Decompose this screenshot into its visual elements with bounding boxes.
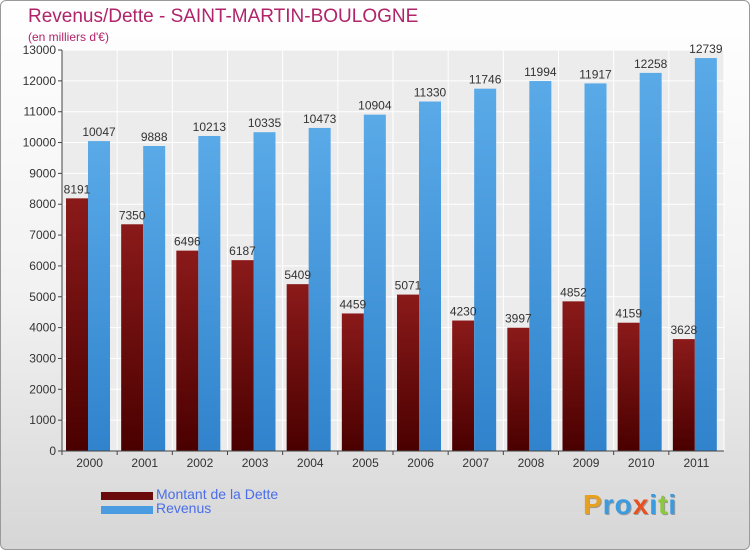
y-tick-label: 6000	[29, 259, 56, 273]
bar-dette	[341, 313, 364, 451]
logo-letter: r	[602, 489, 615, 520]
data-label: 9888	[141, 130, 168, 144]
y-tick-label: 3000	[29, 351, 56, 365]
data-labels: 8191 10047 7350 9888 6496 10213 6187 10335 5409 1…	[64, 42, 723, 337]
x-tick-label: 2007	[462, 456, 489, 470]
bar-dette	[286, 284, 309, 451]
bar-revenus	[419, 101, 441, 452]
data-label: 5409	[284, 268, 311, 282]
axes: 0 1000 2000 3000 4000 5000 6000 7000 8000 9000 100…	[23, 43, 724, 470]
y-tick-label: 7000	[29, 228, 56, 242]
bar-revenus	[253, 132, 276, 451]
legend-swatch-dette	[101, 492, 153, 500]
bar-dette	[507, 327, 530, 451]
logo-letter: x	[632, 489, 650, 520]
data-label: 4459	[339, 297, 366, 311]
y-tick-label: 9000	[29, 166, 56, 180]
bars	[66, 58, 717, 452]
data-label: 6187	[229, 244, 256, 258]
data-label: 11746	[469, 73, 502, 87]
bar-dette	[176, 250, 199, 451]
bar-revenus	[474, 88, 497, 451]
logo-letter: i	[668, 489, 678, 520]
chart-title: Revenus/Dette - SAINT-MARTIN-BOULOGNE	[28, 6, 419, 27]
data-label: 12258	[634, 57, 668, 71]
bar-dette	[672, 339, 695, 451]
data-label: 10213	[193, 120, 227, 134]
data-label: 8191	[64, 182, 91, 196]
bar-dette	[397, 294, 419, 451]
legend-label-revenus: Revenus	[156, 500, 212, 516]
x-tick-label: 2006	[407, 456, 434, 470]
bar-revenus	[694, 58, 717, 452]
y-tick-label: 13000	[23, 43, 57, 57]
y-tick-label: 0	[49, 444, 56, 458]
data-label: 5071	[395, 279, 422, 293]
bar-revenus	[198, 135, 221, 451]
y-tick-label: 4000	[29, 321, 56, 335]
data-label: 10904	[358, 99, 392, 113]
legend-swatch-revenus	[101, 506, 153, 514]
bar-dette	[66, 198, 88, 451]
data-label: 4852	[560, 285, 587, 299]
x-tick-label: 2009	[573, 456, 600, 470]
bar-revenus	[584, 83, 607, 452]
grid-lines	[61, 49, 725, 452]
y-tick-label: 5000	[29, 290, 56, 304]
data-label: 10047	[82, 125, 116, 139]
x-tick-label: 2001	[131, 456, 158, 470]
bar-revenus	[363, 114, 386, 452]
y-tick-label: 11000	[24, 105, 57, 119]
data-label: 11994	[524, 65, 557, 79]
data-label: 10473	[303, 112, 337, 126]
y-tick-label: 10000	[23, 136, 57, 150]
y-tick-label: 2000	[29, 382, 56, 396]
logo-letter: i	[649, 489, 659, 520]
x-tick-label: 2002	[187, 456, 214, 470]
y-tick-label: 1000	[29, 413, 56, 427]
bar-revenus	[308, 127, 331, 451]
bar-revenus	[88, 141, 110, 452]
data-label: 4230	[450, 305, 477, 319]
data-label: 12739	[689, 42, 723, 56]
data-label: 4159	[615, 307, 642, 321]
data-label: 11330	[414, 86, 447, 100]
data-label: 7350	[119, 208, 146, 222]
y-tick-label: 12000	[23, 74, 57, 88]
bar-dette	[121, 224, 144, 451]
data-label: 10335	[248, 116, 282, 130]
x-tick-label: 2004	[297, 456, 324, 470]
bar-dette	[231, 260, 254, 451]
y-tick-label: 8000	[29, 197, 56, 211]
data-label: 6496	[174, 235, 201, 249]
logo-letter: t	[658, 489, 669, 520]
chart-subtitle: (en milliers d'€)	[28, 30, 109, 44]
legend-label-dette: Montant de la Dette	[156, 486, 279, 502]
x-tick-label: 2003	[242, 456, 269, 470]
x-tick-label: 2011	[684, 456, 710, 470]
bar-revenus	[639, 72, 662, 451]
proxiti-logo: Proxiti	[583, 489, 677, 521]
x-tick-label: 2008	[518, 456, 545, 470]
data-label: 3628	[670, 323, 697, 337]
x-tick-label: 2000	[76, 456, 103, 470]
x-tick-label: 2005	[352, 456, 379, 470]
data-label: 3997	[505, 312, 532, 326]
x-tick-label: 2010	[628, 456, 655, 470]
logo-letter: o	[614, 489, 633, 520]
bar-revenus	[529, 81, 552, 452]
logo-letter: P	[583, 489, 603, 520]
bar-dette	[617, 322, 640, 451]
data-label: 11917	[579, 67, 612, 81]
bar-dette	[562, 301, 585, 451]
bar-dette	[452, 320, 475, 451]
bar-revenus	[143, 145, 166, 451]
